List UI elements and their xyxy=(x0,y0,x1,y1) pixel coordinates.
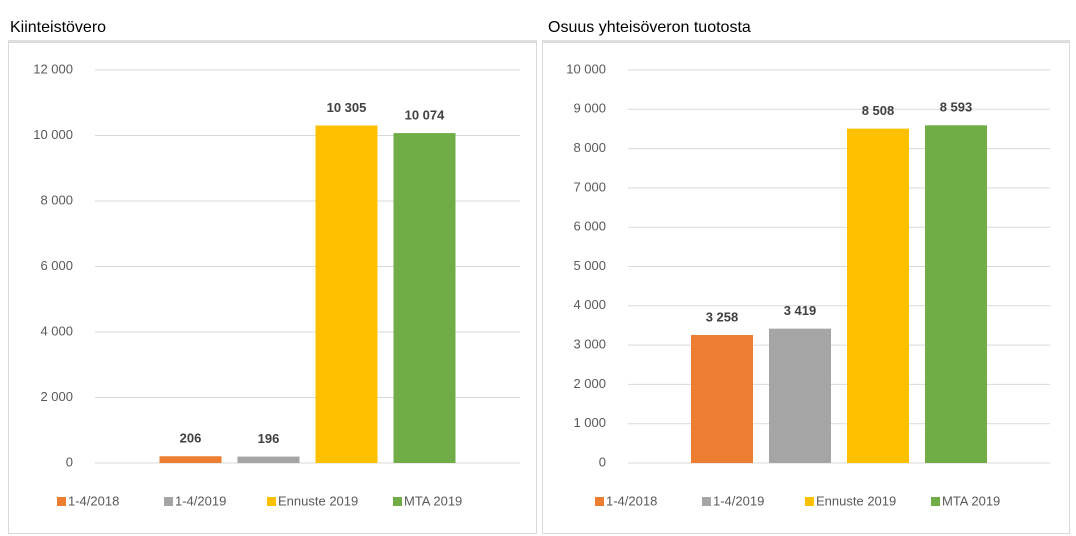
y-tick-label: 1 000 xyxy=(573,415,606,430)
bar xyxy=(237,456,300,463)
legend-label: 1-4/2018 xyxy=(68,493,119,508)
legend-swatch xyxy=(931,497,940,506)
y-tick-label: 12 000 xyxy=(33,61,73,76)
y-tick-label: 8 000 xyxy=(40,192,73,207)
y-tick-label: 3 000 xyxy=(573,337,606,352)
legend-label: 1-4/2019 xyxy=(713,493,764,508)
y-tick-label: 6 000 xyxy=(573,219,606,234)
bar xyxy=(691,334,753,463)
value-label: 8 508 xyxy=(862,103,895,118)
legend-label: MTA 2019 xyxy=(942,493,1000,508)
legend-label: MTA 2019 xyxy=(404,493,462,508)
y-tick-label: 8 000 xyxy=(573,140,606,155)
y-tick-label: 4 000 xyxy=(573,297,606,312)
legend-label: 1-4/2019 xyxy=(175,493,226,508)
legend-swatch xyxy=(702,497,711,506)
y-tick-label: 4 000 xyxy=(40,323,73,338)
bar xyxy=(159,456,222,463)
legend-swatch xyxy=(393,497,402,506)
y-tick-label: 7 000 xyxy=(573,179,606,194)
value-label: 10 074 xyxy=(405,108,446,123)
value-label: 206 xyxy=(180,431,202,446)
y-tick-label: 10 000 xyxy=(33,127,73,142)
y-tick-label: 9 000 xyxy=(573,101,606,116)
legend-swatch xyxy=(164,497,173,506)
chart-frame xyxy=(542,42,1070,534)
legend-swatch xyxy=(267,497,276,506)
legend-swatch xyxy=(805,497,814,506)
legend-swatch xyxy=(57,497,66,506)
value-label: 10 305 xyxy=(327,100,367,115)
y-tick-label: 6 000 xyxy=(40,258,73,273)
bar xyxy=(393,133,456,463)
bar xyxy=(847,128,909,463)
bar xyxy=(315,125,378,463)
chart-title: Kiinteistövero xyxy=(10,19,106,36)
value-label: 3 258 xyxy=(706,309,739,324)
y-tick-label: 0 xyxy=(599,454,606,469)
value-label: 8 593 xyxy=(940,100,973,115)
y-tick-label: 5 000 xyxy=(573,258,606,273)
legend-label: 1-4/2018 xyxy=(606,493,657,508)
chart-frame xyxy=(8,42,537,534)
y-tick-label: 2 000 xyxy=(40,389,73,404)
value-label: 3 419 xyxy=(784,303,817,318)
legend-swatch xyxy=(595,497,604,506)
bar xyxy=(769,328,831,463)
y-tick-label: 2 000 xyxy=(573,376,606,391)
y-tick-label: 0 xyxy=(66,454,73,469)
bar xyxy=(925,125,987,463)
y-tick-label: 10 000 xyxy=(566,61,606,76)
legend-label: Ennuste 2019 xyxy=(816,493,896,508)
value-label: 196 xyxy=(258,431,280,446)
legend-label: Ennuste 2019 xyxy=(278,493,358,508)
chart-title: Osuus yhteisöveron tuotosta xyxy=(548,19,751,36)
